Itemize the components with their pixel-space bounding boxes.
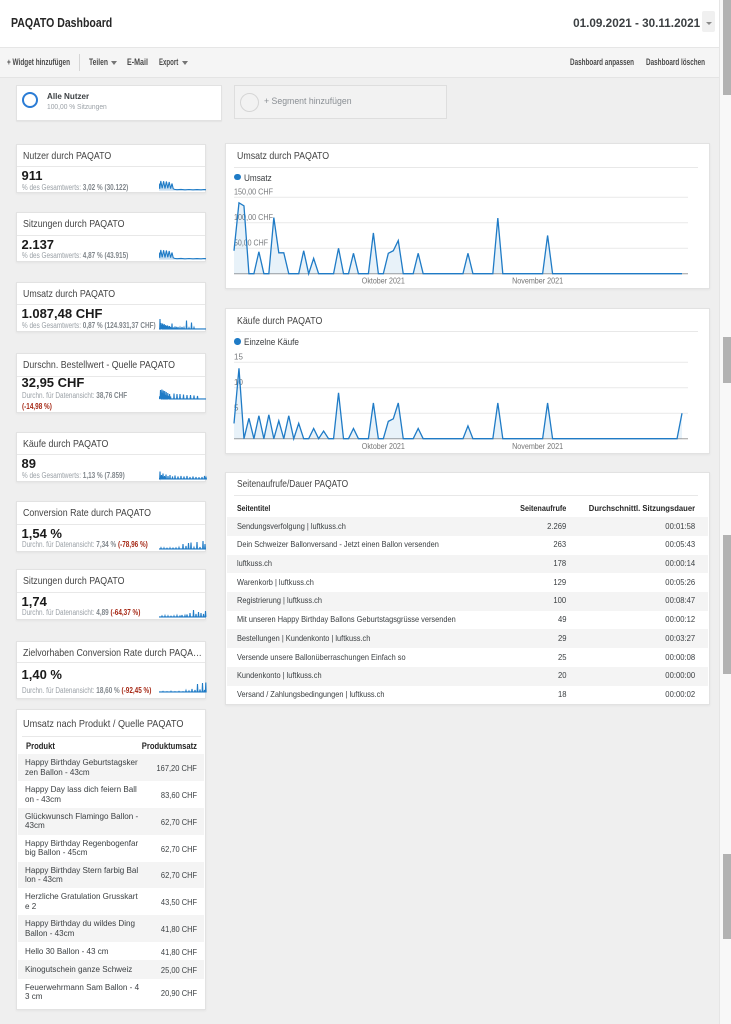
svg-text:10: 10 xyxy=(234,378,243,387)
svg-text:100,00 CHF: 100,00 CHF xyxy=(234,213,273,222)
svg-text:Oktober 2021: Oktober 2021 xyxy=(362,277,405,286)
svg-text:50,00 CHF: 50,00 CHF xyxy=(234,239,268,248)
svg-text:150,00 CHF: 150,00 CHF xyxy=(234,188,273,197)
svg-text:15: 15 xyxy=(234,352,243,361)
svg-text:5: 5 xyxy=(234,403,239,412)
svg-text:November 2021: November 2021 xyxy=(512,442,563,451)
svg-text:Oktober 2021: Oktober 2021 xyxy=(362,442,405,451)
svg-text:November 2021: November 2021 xyxy=(512,277,563,286)
